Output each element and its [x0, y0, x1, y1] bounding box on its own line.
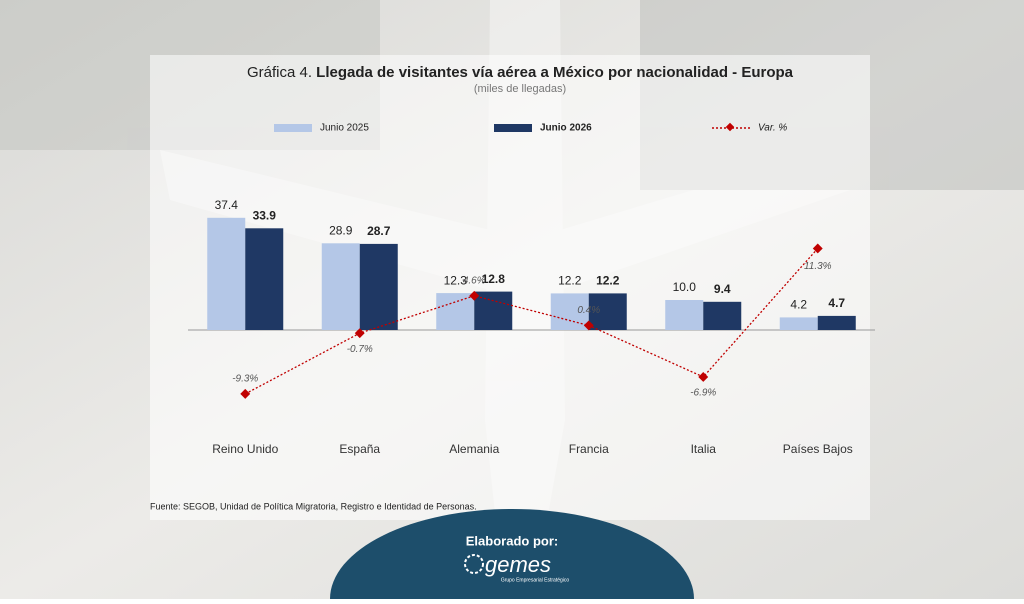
footer-logo: gemes	[485, 552, 551, 577]
value-label: 12.2	[558, 274, 582, 288]
x-tick-label: Reino Unido	[212, 442, 278, 456]
x-tick-label: Países Bajos	[783, 442, 853, 456]
var-label: -9.3%	[232, 374, 258, 385]
bar	[321, 243, 360, 330]
value-label: 10.0	[673, 280, 697, 294]
chart-title: Gráfica 4. Llegada de visitantes vía aér…	[247, 64, 794, 81]
footer-badge	[330, 509, 694, 599]
bar	[588, 293, 627, 330]
var-label: 4.6%	[463, 275, 486, 286]
footer-tagline: Grupo Empresarial Estratégico	[501, 577, 570, 583]
bar	[474, 291, 513, 330]
var-label: -6.9%	[690, 388, 716, 399]
var-line	[244, 248, 819, 395]
var-label: 0.4%	[577, 305, 600, 316]
legend-swatch	[274, 124, 312, 132]
logo-icon	[464, 554, 484, 574]
x-tick-label: Alemania	[449, 442, 499, 456]
bar	[779, 317, 818, 330]
value-label: 4.2	[790, 298, 807, 312]
x-tick-label: Italia	[691, 442, 717, 456]
value-label: 28.9	[329, 223, 353, 237]
var-marker	[240, 388, 251, 399]
var-marker	[354, 328, 365, 339]
bar	[817, 315, 856, 330]
value-label: 12.8	[482, 272, 506, 286]
var-marker	[469, 290, 480, 301]
legend-swatch	[494, 124, 532, 132]
var-marker	[812, 243, 823, 254]
value-label: 12.2	[596, 274, 620, 288]
var-label: -0.7%	[347, 344, 373, 355]
bar	[207, 217, 246, 330]
bar	[665, 300, 704, 330]
var-label: 11.3%	[804, 261, 832, 272]
value-label: 33.9	[253, 208, 277, 222]
value-label: 9.4	[714, 282, 731, 296]
x-tick-label: España	[339, 442, 380, 456]
x-tick-label: Francia	[569, 442, 609, 456]
value-label: 4.7	[828, 296, 845, 310]
bar	[359, 243, 398, 330]
legend-label: Junio 2025	[320, 123, 369, 134]
bar	[703, 301, 742, 330]
footer-label: Elaborado por:	[466, 533, 558, 548]
legend-label: Junio 2026	[540, 123, 592, 134]
bar	[245, 228, 284, 330]
value-label: 12.3	[444, 273, 468, 287]
title-number: Gráfica 4.	[247, 64, 312, 81]
value-label: 37.4	[215, 198, 239, 212]
chart-subtitle: (miles de llegadas)	[474, 83, 566, 95]
var-marker	[583, 320, 594, 331]
title-text: Llegada de visitantes vía aérea a México…	[316, 64, 793, 81]
legend-label: Var. %	[758, 123, 787, 134]
var-marker	[698, 371, 709, 382]
value-label: 28.7	[367, 224, 391, 238]
source-note: Fuente: SEGOB, Unidad de Política Migrat…	[150, 501, 477, 511]
bar	[436, 293, 475, 330]
